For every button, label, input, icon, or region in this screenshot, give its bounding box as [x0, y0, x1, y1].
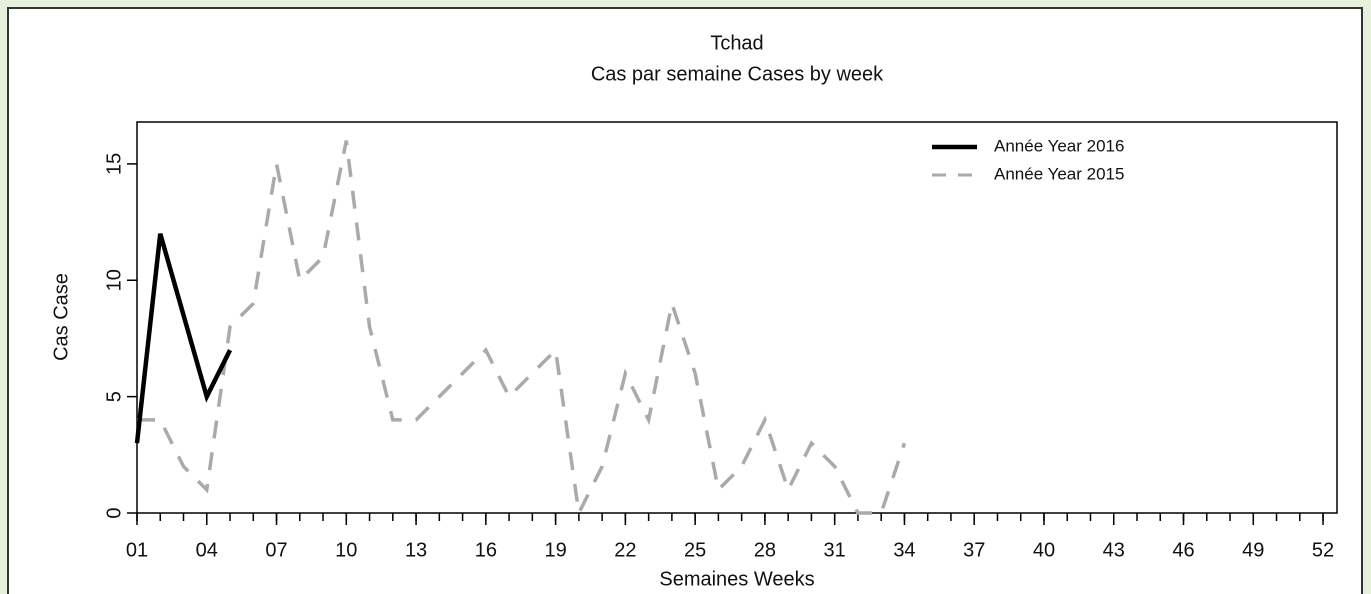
y-tick-label: 0: [103, 507, 125, 518]
y-tick-label: 5: [103, 391, 125, 402]
panel: [7, 7, 1363, 594]
x-tick-label: 19: [544, 539, 566, 561]
x-tick-label: 37: [963, 539, 985, 561]
x-tick-label: 49: [1242, 539, 1264, 561]
x-tick-label: 16: [475, 539, 497, 561]
x-tick-label: 34: [893, 539, 915, 561]
y-tick-label: 10: [103, 269, 125, 291]
x-axis-label: Semaines Weeks: [659, 568, 814, 590]
x-tick-label: 04: [196, 539, 218, 561]
x-tick-label: 43: [1103, 539, 1125, 561]
x-tick-label: 10: [335, 539, 357, 561]
series-line: [137, 140, 907, 519]
y-axis-label: Cas Case: [50, 273, 72, 361]
x-tick-label: 07: [265, 539, 287, 561]
legend-label: Année Year 2015: [994, 164, 1124, 183]
x-tick-label: 01: [126, 539, 148, 561]
y-tick-label: 15: [103, 153, 125, 175]
x-tick-label: 31: [824, 539, 846, 561]
legend-label: Année Year 2016: [994, 136, 1124, 155]
chart-subtitle: Cas par semaine Cases by week: [591, 63, 884, 85]
x-tick-label: 22: [614, 539, 636, 561]
series-line: [134, 233, 233, 444]
x-tick-label: 46: [1172, 539, 1194, 561]
x-tick-label: 40: [1033, 539, 1055, 561]
chart-title: Tchad: [710, 32, 763, 54]
plot-frame: [136, 121, 1338, 514]
x-tick-label: 52: [1312, 539, 1334, 561]
x-tick-label: 25: [684, 539, 706, 561]
x-tick-label: 28: [754, 539, 776, 561]
x-tick-label: 13: [405, 539, 427, 561]
